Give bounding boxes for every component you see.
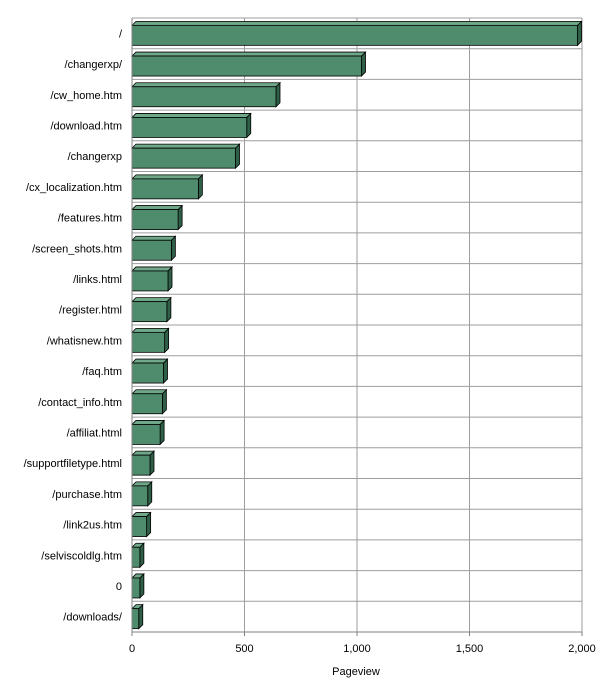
category-label: /cx_localization.htm <box>26 182 122 194</box>
bar <box>131 577 141 599</box>
bar <box>131 454 151 476</box>
bar-top <box>131 20 583 26</box>
bar-top <box>131 51 367 57</box>
category-label: /screen_shots.htm <box>32 243 122 255</box>
x-tick-label: 2,000 <box>568 643 596 655</box>
grid-layer <box>131 17 583 633</box>
category-label: /selviscoldlg.htm <box>41 550 122 562</box>
category-label: /links.html <box>73 274 122 286</box>
bar <box>131 147 236 169</box>
category-label: /faq.htm <box>82 366 122 378</box>
axis-layer <box>131 18 583 636</box>
bar <box>131 424 161 445</box>
category-label: /cw_home.htm <box>50 90 122 102</box>
category-label: /changerxp <box>68 151 122 163</box>
x-tick-label: 1,000 <box>343 643 371 655</box>
category-label: /download.htm <box>50 120 122 132</box>
bar-top <box>131 113 252 118</box>
category-label: /contact_info.htm <box>38 397 122 409</box>
category-label: /features.htm <box>58 213 122 225</box>
x-tick-label: 500 <box>235 643 253 655</box>
bar <box>131 178 199 200</box>
category-label: /affiliat.html <box>67 427 122 439</box>
bar-top <box>131 174 204 180</box>
category-label: /downloads/ <box>63 612 123 624</box>
bar <box>131 331 166 353</box>
bar <box>131 362 164 384</box>
bar-top <box>131 389 168 395</box>
bar <box>131 608 140 630</box>
bar <box>131 393 163 415</box>
category-label: /supportfiletype.html <box>24 458 122 470</box>
bar <box>131 239 172 261</box>
bar-top <box>131 82 281 88</box>
bar <box>131 546 141 568</box>
bar <box>131 270 169 292</box>
bar <box>131 516 148 537</box>
bar <box>131 209 179 230</box>
category-label: /purchase.htm <box>52 489 122 501</box>
x-axis-title: Pageview <box>332 666 380 678</box>
category-label: /link2us.htm <box>63 520 122 532</box>
bar <box>131 55 362 77</box>
bar <box>131 485 149 507</box>
bar <box>131 117 248 138</box>
bar-top <box>131 450 155 456</box>
bar <box>131 301 168 323</box>
category-label: /changerxp/ <box>65 59 123 71</box>
category-label: /whatisnew.htm <box>47 335 122 347</box>
bar-top <box>131 205 184 210</box>
bar-top <box>131 297 172 303</box>
bar <box>131 86 277 108</box>
bar-top <box>131 143 241 149</box>
bar-top <box>131 266 173 272</box>
x-tick-label: 0 <box>129 643 135 655</box>
bar-top <box>131 358 169 364</box>
category-label: /register.html <box>59 305 122 317</box>
bars-layer <box>131 20 583 630</box>
bar-top <box>131 327 170 333</box>
bar-top <box>131 481 153 487</box>
category-label: 0 <box>116 581 122 593</box>
labels-layer: / /changerxp/ /cw_home.htm/download.htm/ch… <box>24 28 596 655</box>
bar <box>131 24 578 46</box>
bar-top <box>131 420 166 425</box>
x-tick-label: 1,500 <box>456 643 484 655</box>
bar-top <box>131 235 177 241</box>
category-label: / <box>119 28 123 40</box>
